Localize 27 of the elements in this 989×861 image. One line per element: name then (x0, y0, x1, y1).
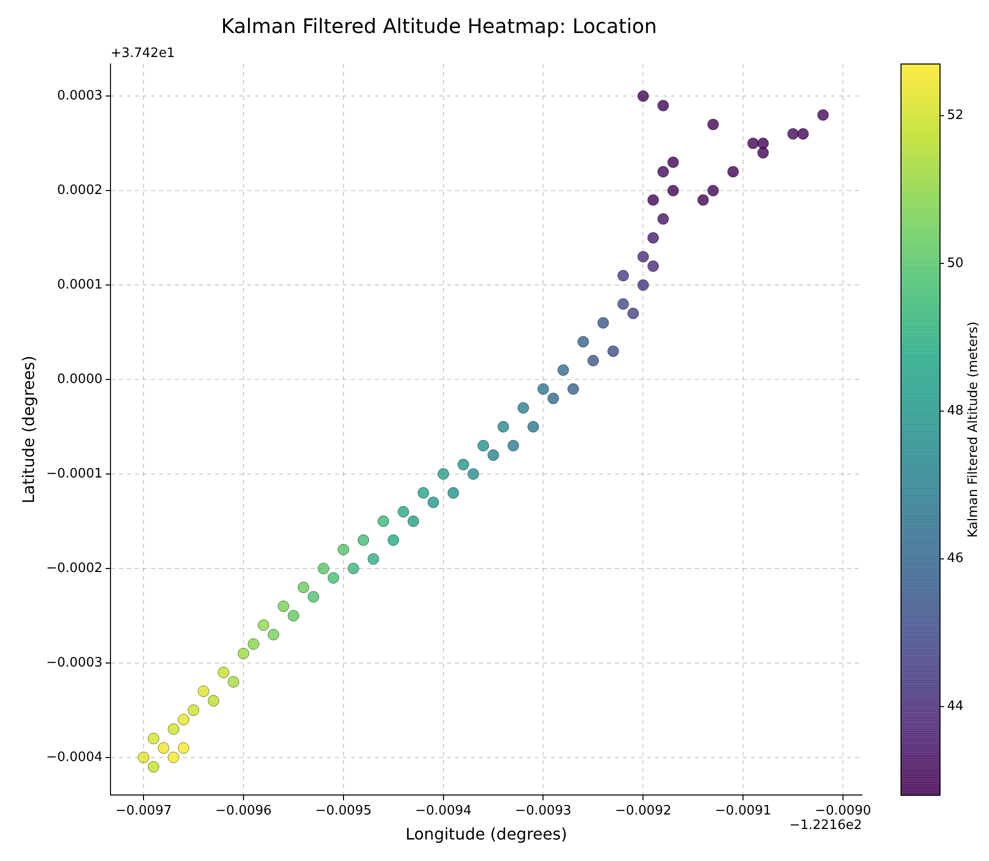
x-tick-label: −0.0092 (614, 803, 672, 818)
y-tick-label: 0.0003 (57, 88, 103, 104)
color-bar-label: 44 (947, 698, 964, 714)
x-tick-label: −0.0090 (814, 803, 872, 818)
x-tick-label: −0.0093 (515, 803, 572, 818)
color-bar-label: 50 (947, 256, 964, 271)
x-tick-label: −0.0097 (115, 803, 172, 818)
x-axis-title: Longitude (degrees) (406, 824, 568, 844)
y-tick-label: −0.0004 (46, 750, 103, 765)
color-bar-title: Kalman Filtered Altitude (meters) (966, 322, 981, 538)
y-tick-label: −0.0001 (46, 466, 103, 482)
y-tick-label: 0.0001 (57, 277, 103, 292)
text: −1.2216e2 (789, 818, 862, 834)
y-axis-title: Latitude (degrees) (18, 356, 38, 504)
color-bar-label: 52 (947, 108, 964, 124)
text: +3.742e1 (110, 46, 175, 61)
x-tick-label: −0.0094 (415, 803, 472, 818)
y-tick-label: 0.0002 (57, 182, 103, 198)
color-bar-label: 48 (947, 404, 964, 419)
y-tick-label: −0.0003 (46, 655, 103, 670)
y-tick-label: −0.0002 (46, 560, 103, 576)
y-tick-label: 0.0000 (57, 372, 103, 387)
x-tick-label: −0.0096 (215, 803, 272, 818)
x-tick-label: −0.0091 (714, 803, 772, 818)
chart-title: Kalman Filtered Altitude Heatmap: Location (221, 14, 657, 38)
color-bar-label: 46 (947, 551, 964, 566)
x-tick-label: −0.0095 (315, 803, 372, 818)
